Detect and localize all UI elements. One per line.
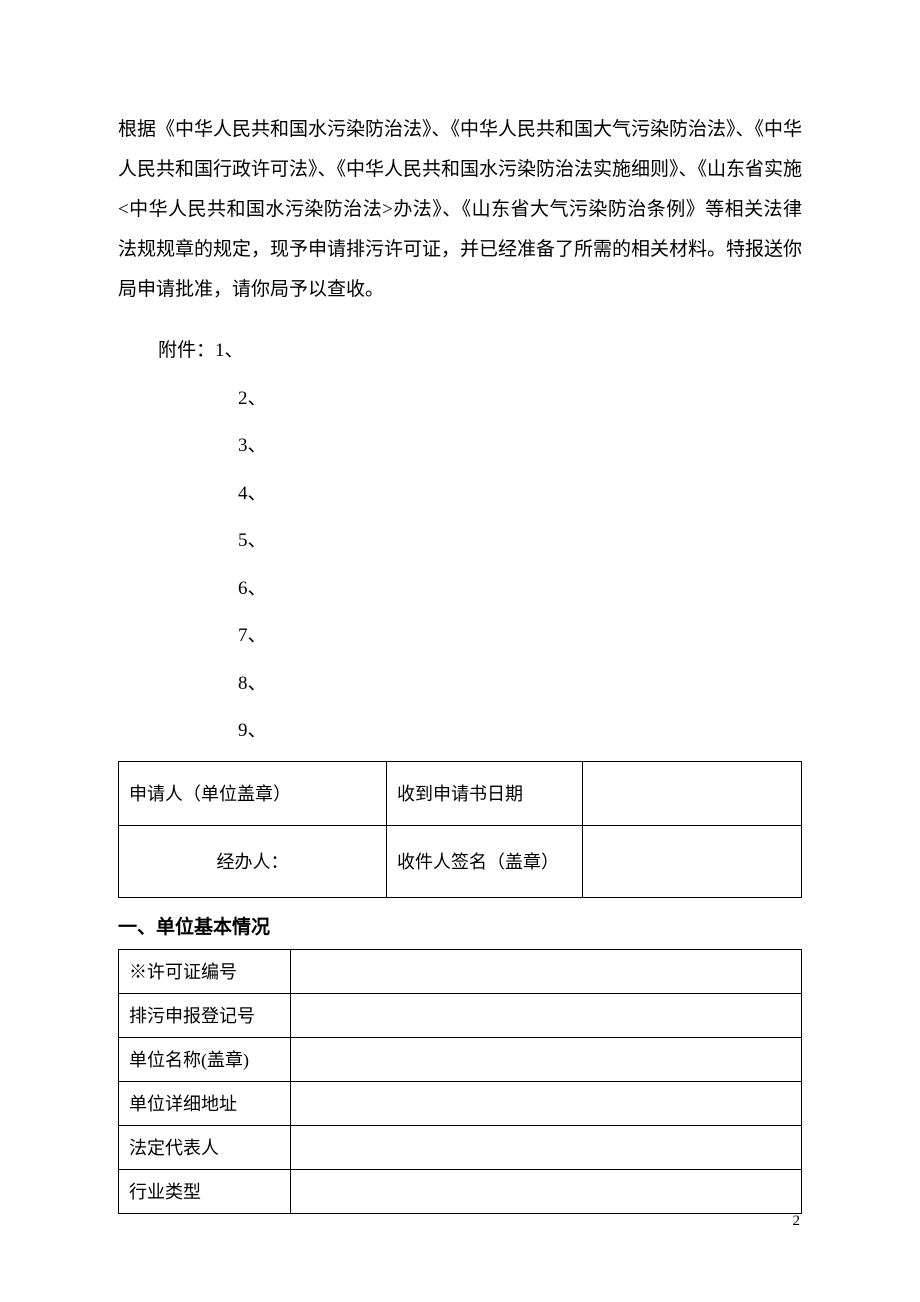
applicant-table: 申请人（单位盖章） 收到申请书日期 经办人： 收件人签名（盖章） bbox=[118, 761, 802, 898]
table-row: 单位名称(盖章) bbox=[119, 1037, 802, 1081]
table-row: 申请人（单位盖章） 收到申请书日期 bbox=[119, 761, 802, 825]
unit-address-label: 单位详细地址 bbox=[119, 1081, 291, 1125]
table-row: 法定代表人 bbox=[119, 1125, 802, 1169]
industry-type-value bbox=[291, 1169, 802, 1213]
attachments-section: 附件：1、 2、 3、 4、 5、 6、 7、 8、 9、 bbox=[158, 327, 802, 755]
applicant-table-wrapper: 申请人（单位盖章） 收到申请书日期 经办人： 收件人签名（盖章） bbox=[118, 761, 802, 898]
table-row: ※许可证编号 bbox=[119, 949, 802, 993]
permit-number-value bbox=[291, 949, 802, 993]
registration-number-label: 排污申报登记号 bbox=[119, 993, 291, 1037]
attachment-item: 8、 bbox=[238, 660, 802, 708]
table-row: 经办人： 收件人签名（盖章） bbox=[119, 825, 802, 897]
attachment-item: 4、 bbox=[238, 470, 802, 518]
basic-info-table-wrapper: ※许可证编号 排污申报登记号 单位名称(盖章) 单位详细地址 法定代表人 行业类… bbox=[118, 949, 802, 1214]
handler-label: 经办人： bbox=[119, 825, 387, 897]
recipient-signature-value bbox=[583, 825, 802, 897]
attachment-item: 7、 bbox=[238, 612, 802, 660]
registration-number-value bbox=[291, 993, 802, 1037]
receipt-date-value bbox=[583, 761, 802, 825]
section-heading: 一、单位基本情况 bbox=[118, 912, 802, 939]
attachment-item: 2、 bbox=[238, 375, 802, 423]
table-row: 行业类型 bbox=[119, 1169, 802, 1213]
body-paragraph: 根据《中华人民共和国水污染防治法》、《中华人民共和国大气污染防治法》、《中华人民… bbox=[118, 110, 802, 309]
legal-representative-label: 法定代表人 bbox=[119, 1125, 291, 1169]
basic-info-table: ※许可证编号 排污申报登记号 单位名称(盖章) 单位详细地址 法定代表人 行业类… bbox=[118, 949, 802, 1214]
legal-representative-value bbox=[291, 1125, 802, 1169]
attachment-item: 9、 bbox=[238, 707, 802, 755]
attachment-item: 5、 bbox=[238, 517, 802, 565]
unit-address-value bbox=[291, 1081, 802, 1125]
attachment-item: 6、 bbox=[238, 565, 802, 613]
applicant-seal-label: 申请人（单位盖章） bbox=[119, 761, 387, 825]
attachments-label: 附件：1、 bbox=[158, 327, 802, 375]
document-page: 根据《中华人民共和国水污染防治法》、《中华人民共和国大气污染防治法》、《中华人民… bbox=[0, 0, 920, 1274]
table-row: 单位详细地址 bbox=[119, 1081, 802, 1125]
page-number: 2 bbox=[793, 1213, 801, 1230]
recipient-signature-label: 收件人签名（盖章） bbox=[387, 825, 583, 897]
unit-name-value bbox=[291, 1037, 802, 1081]
receipt-date-label: 收到申请书日期 bbox=[387, 761, 583, 825]
attachment-item: 3、 bbox=[238, 422, 802, 470]
industry-type-label: 行业类型 bbox=[119, 1169, 291, 1213]
permit-number-label: ※许可证编号 bbox=[119, 949, 291, 993]
unit-name-label: 单位名称(盖章) bbox=[119, 1037, 291, 1081]
table-row: 排污申报登记号 bbox=[119, 993, 802, 1037]
